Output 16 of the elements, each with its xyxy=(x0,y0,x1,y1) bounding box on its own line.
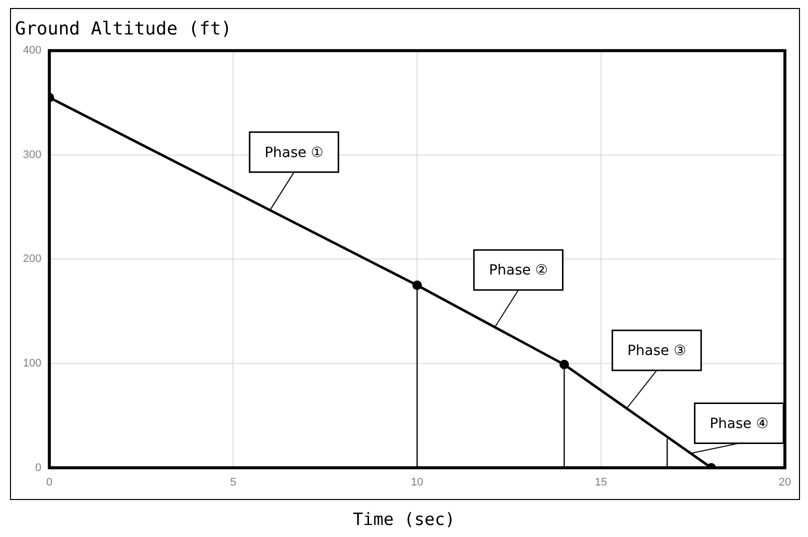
x-tick-label: 15 xyxy=(594,476,608,488)
y-tick-label: 200 xyxy=(22,253,42,266)
annotation: Phase ① xyxy=(264,144,324,161)
y-tick-label: 0 xyxy=(35,462,42,474)
annotation: Phase ③ xyxy=(627,342,686,359)
y-tick-label: 300 xyxy=(22,148,42,161)
x-tick-label: 5 xyxy=(230,476,236,488)
y-tick-label: 100 xyxy=(22,358,42,370)
annotation: Phase ② xyxy=(488,262,548,279)
chart-title: Ground Altitude (ft) xyxy=(15,18,232,40)
x-axis-title: Time (sec) xyxy=(352,510,456,530)
x-tick-label: 10 xyxy=(410,476,424,488)
x-tick-label: 20 xyxy=(778,476,792,488)
x-tick-label: 0 xyxy=(46,476,52,488)
annotation: Phase ④ xyxy=(710,416,769,432)
y-tick-label: 400 xyxy=(22,44,42,57)
